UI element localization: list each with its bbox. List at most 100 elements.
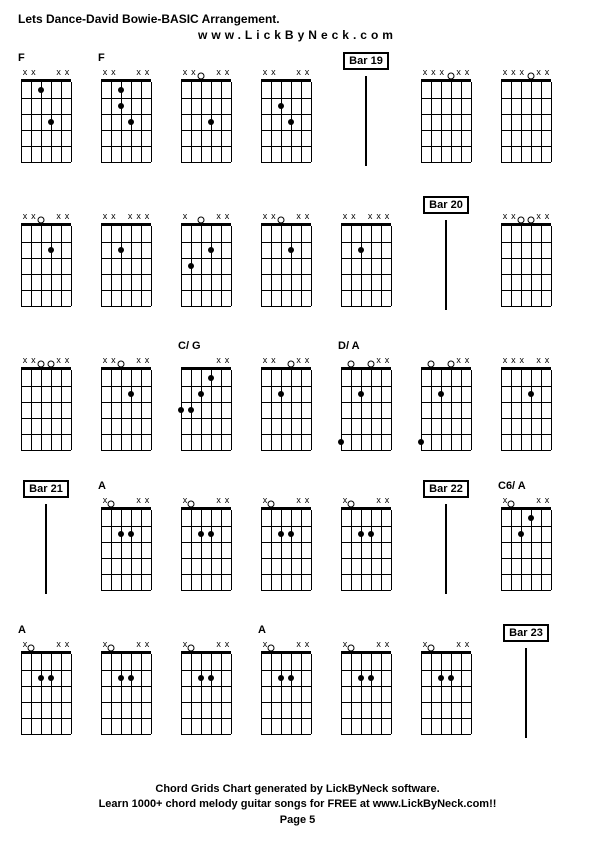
mute-mark: x <box>135 68 143 78</box>
chord-label <box>418 624 474 638</box>
fretboard <box>181 367 231 450</box>
chord-label: D/ A <box>338 340 394 354</box>
mute-mark <box>126 640 134 650</box>
bar-label: Bar 20 <box>423 196 469 214</box>
chord-cell: xxxx <box>258 52 314 166</box>
mute-mark <box>126 356 134 366</box>
chord-label <box>178 52 234 66</box>
chord-diagram: xxxxx <box>498 68 554 162</box>
bar-line <box>445 220 447 310</box>
mute-mark <box>46 212 54 222</box>
chord-diagram: xxxx <box>258 212 314 306</box>
fretboard <box>181 507 231 590</box>
fretboard <box>261 651 311 734</box>
mute-mark <box>286 496 294 506</box>
mute-mark <box>366 496 374 506</box>
footer-line2: Learn 1000+ chord melody guitar songs fo… <box>0 797 595 812</box>
chord-label <box>418 340 474 354</box>
chord-label <box>18 196 74 210</box>
mute-mark: x <box>501 212 509 222</box>
chord-label <box>258 196 314 210</box>
chord-cell: xxx <box>98 624 154 738</box>
mute-row: xxxxx <box>341 212 391 222</box>
mute-mark: x <box>29 212 37 222</box>
footer-line1: Chord Grids Chart generated by LickByNec… <box>0 782 595 797</box>
mute-mark: x <box>455 640 463 650</box>
mute-row: xxxx <box>101 68 151 78</box>
chord-diagram: xxxx <box>178 68 234 162</box>
mute-mark <box>358 496 366 506</box>
mute-mark <box>126 68 134 78</box>
page-title: Lets Dance-David Bowie-BASIC Arrangement… <box>18 12 577 26</box>
mute-row: xxxx <box>21 356 71 366</box>
page-footer: Chord Grids Chart generated by LickByNec… <box>0 782 595 828</box>
mute-row: xxxx <box>21 68 71 78</box>
mute-mark: x <box>63 68 71 78</box>
bar-line <box>445 504 447 594</box>
mute-mark: x <box>55 68 63 78</box>
mute-mark: x <box>55 640 63 650</box>
chord-label <box>418 52 474 66</box>
chord-row: xxxxxxxxxxxxxxxxxxxxxBar 20xxxx <box>18 196 577 310</box>
mute-mark: x <box>215 212 223 222</box>
chord-diagram: xxxx <box>18 68 74 162</box>
fretboard <box>341 223 391 306</box>
mute-mark: x <box>135 212 143 222</box>
chord-cell: xxxxx <box>418 52 474 166</box>
mute-mark: x <box>535 356 543 366</box>
chord-cell: Axxx <box>18 624 74 738</box>
mute-mark: x <box>295 356 303 366</box>
mute-mark: x <box>143 640 151 650</box>
mute-mark: x <box>63 356 71 366</box>
mute-mark: x <box>261 68 269 78</box>
mute-mark: x <box>109 212 117 222</box>
mute-mark: x <box>101 356 109 366</box>
mute-mark: x <box>421 68 429 78</box>
chord-label <box>18 340 74 354</box>
mute-mark <box>526 356 534 366</box>
mute-mark: x <box>181 212 189 222</box>
mute-mark: x <box>143 68 151 78</box>
mute-mark <box>118 640 126 650</box>
fretboard <box>181 651 231 734</box>
chord-label: C/ G <box>178 340 234 354</box>
chord-diagram: xxx <box>18 640 74 734</box>
mute-mark <box>286 212 294 222</box>
chord-diagram: xxxxx <box>338 212 394 306</box>
mute-mark <box>286 640 294 650</box>
chord-cell: C6/ Axxx <box>498 480 554 594</box>
chord-cell: Axxx <box>258 624 314 738</box>
bar-cell: Bar 21 <box>18 480 74 594</box>
fretboard <box>501 79 551 162</box>
fretboard <box>181 223 231 306</box>
mute-mark: x <box>101 68 109 78</box>
fretboard <box>261 79 311 162</box>
mute-mark: x <box>223 640 231 650</box>
mute-row: xxxxx <box>501 68 551 78</box>
fretboard <box>341 651 391 734</box>
mute-mark: x <box>181 68 189 78</box>
fretboard <box>341 507 391 590</box>
mute-mark: x <box>383 496 391 506</box>
mute-mark: x <box>518 68 526 78</box>
chord-diagram: xxxx <box>498 212 554 306</box>
fretboard <box>421 79 471 162</box>
bar-cell: Bar 23 <box>498 624 554 738</box>
chord-cell: xxxx <box>18 196 74 310</box>
chord-cell: xxx <box>258 480 314 594</box>
chord-cell: Fxxxx <box>98 52 154 166</box>
mute-mark: x <box>303 212 311 222</box>
chord-label <box>98 624 154 638</box>
mute-row: xxxxx <box>421 68 471 78</box>
mute-mark: x <box>21 212 29 222</box>
bar-cell: Bar 22 <box>418 480 474 594</box>
page-subtitle: www.LickByNeck.com <box>18 28 577 42</box>
mute-mark: x <box>109 68 117 78</box>
chord-diagram: xxx <box>498 496 554 590</box>
chord-label <box>98 196 154 210</box>
mute-mark: x <box>303 640 311 650</box>
mute-mark: x <box>269 68 277 78</box>
chord-label <box>178 196 234 210</box>
mute-mark: x <box>509 212 517 222</box>
chord-cell: xxxxx <box>498 52 554 166</box>
